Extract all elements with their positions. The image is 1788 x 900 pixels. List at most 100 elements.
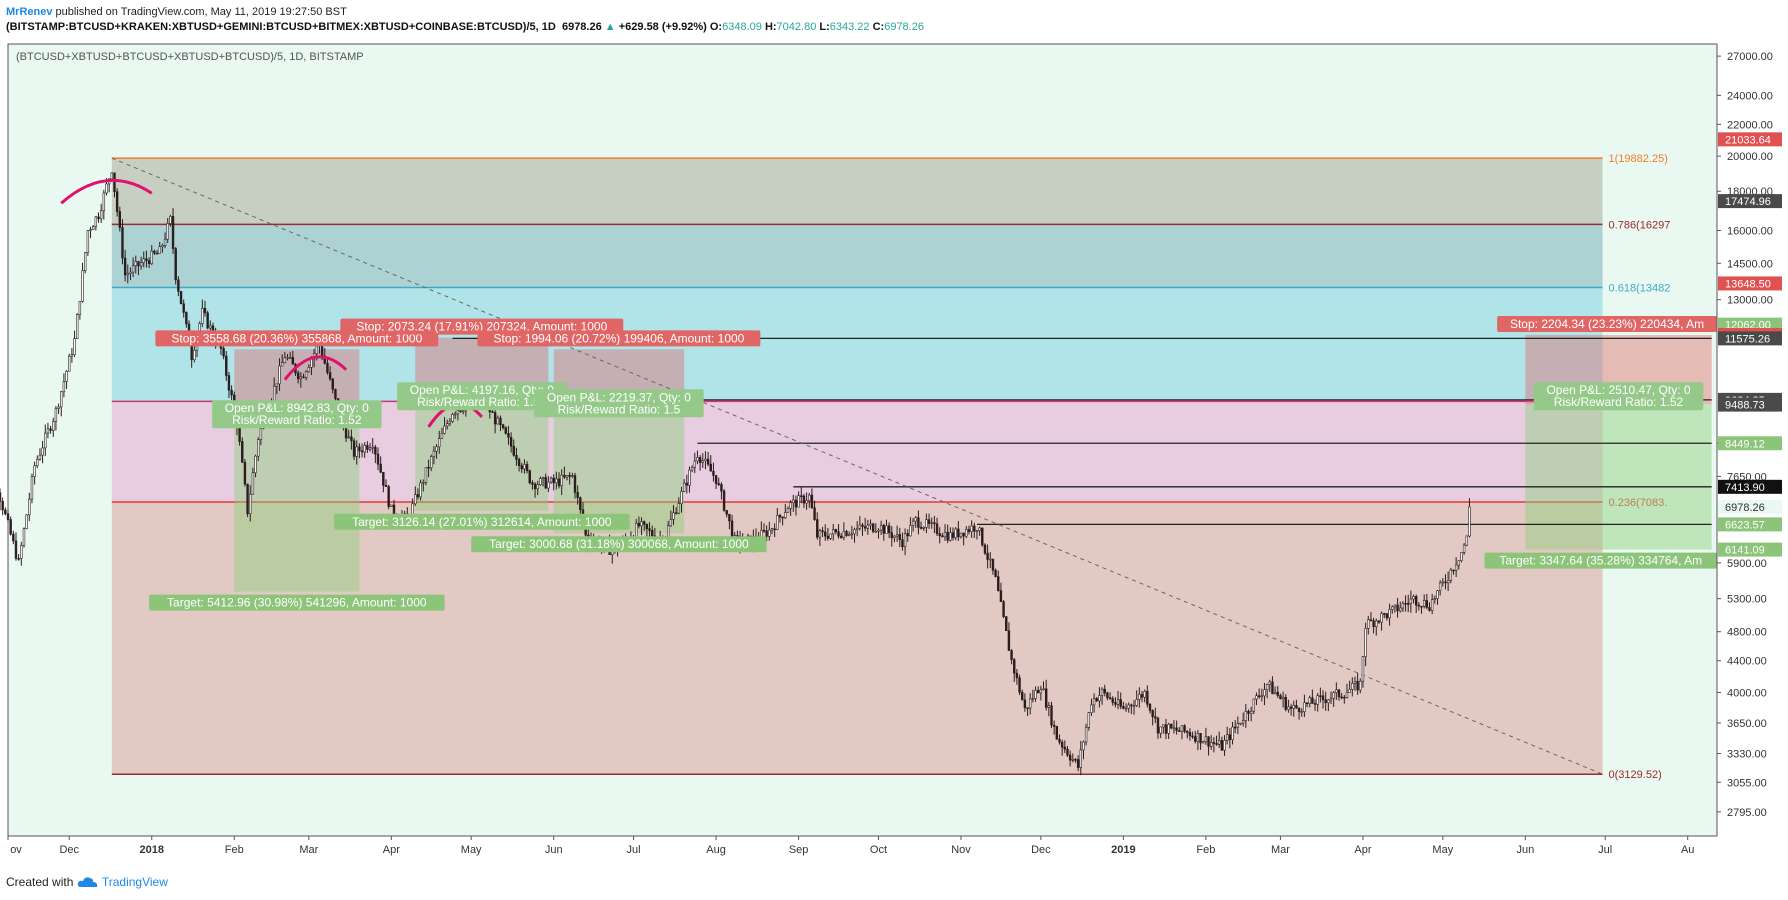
symbol-info-line: (BITSTAMP:BTCUSD+KRAKEN:XBTUSD+GEMINI:BT… (6, 21, 924, 33)
candle-body (666, 525, 670, 538)
candle-body (565, 475, 569, 478)
position-target-zone (553, 411, 685, 534)
price-tag-bg (1718, 499, 1782, 514)
candle-body (126, 273, 129, 276)
candle-body (1399, 607, 1402, 612)
price-chart[interactable]: 1(19882.25)0.786(162970.618(134820.382(9… (0, 0, 1788, 870)
candle-body (1103, 688, 1106, 694)
candle-body (696, 457, 699, 462)
candle-body (1239, 722, 1242, 725)
candle-body (885, 525, 888, 534)
candle-body (1095, 698, 1098, 702)
candle-body (33, 465, 36, 477)
candle-body (1215, 743, 1218, 745)
candle-body (1428, 607, 1431, 611)
candle-body (1409, 598, 1413, 604)
candle-body (973, 525, 976, 532)
candle-body (832, 529, 835, 535)
candle-body (893, 535, 896, 539)
candle-body (999, 590, 1003, 602)
candle-body (1199, 733, 1202, 744)
candle-body (1092, 698, 1096, 706)
candle-body (1425, 600, 1429, 608)
candle-body (709, 463, 712, 472)
y-tick-label: 3055.00 (1727, 777, 1767, 789)
candle-body (1154, 716, 1157, 719)
candle-body (1340, 696, 1343, 699)
candle-body (52, 421, 55, 431)
target-label: Target: 3347.64 (35.28%) 334764, Am (1499, 554, 1702, 568)
candle-body (28, 498, 31, 516)
candle-body (177, 279, 180, 292)
candle-body (1345, 692, 1349, 698)
candle-body (238, 426, 241, 442)
candle-body (105, 183, 108, 194)
candle-body (1364, 628, 1367, 657)
target-label: Target: 5412.96 (30.98%) 541296, Amount:… (167, 596, 427, 610)
candle-body (118, 211, 122, 228)
candle-body (1375, 620, 1378, 627)
candle-body (36, 459, 39, 467)
candle-body (1257, 695, 1261, 697)
candle-body (781, 516, 784, 519)
candle-body (1079, 749, 1082, 768)
price-tag: 6623.57 (1725, 519, 1765, 531)
candle-body (1066, 748, 1069, 756)
y-tick-label: 16000.00 (1727, 225, 1773, 237)
price-tag: 11575.26 (1725, 333, 1770, 345)
candle-body (549, 477, 553, 483)
stop-label: Stop: 1994.06 (20.72%) 199406, Amount: 1… (493, 331, 744, 345)
candle-body (9, 519, 12, 535)
candle-body (1143, 690, 1146, 698)
candle-body (1220, 740, 1224, 751)
candle-body (139, 262, 143, 267)
price-tag-bg (1718, 194, 1782, 209)
candle-body (986, 552, 989, 560)
candle-body (1180, 725, 1184, 732)
candle-body (1111, 698, 1114, 703)
candle-body (4, 509, 7, 515)
candle-body (983, 544, 987, 554)
candle-body (509, 436, 513, 447)
candle-body (419, 482, 422, 498)
author-link[interactable]: MrRenev (6, 6, 53, 18)
candle-body (528, 470, 531, 484)
candle-body (1351, 683, 1354, 690)
candle-body (539, 478, 542, 485)
candle-body (1417, 604, 1421, 607)
candle-body (280, 362, 284, 367)
candle-body (1207, 736, 1210, 747)
y-tick-label: 4400.00 (1727, 656, 1767, 668)
candle-body (895, 534, 899, 537)
candle-body (1297, 707, 1301, 713)
candle-body (722, 490, 726, 511)
candle-body (20, 545, 23, 559)
candle-body (1393, 604, 1397, 608)
candle-body (677, 503, 681, 514)
candle-body (770, 528, 774, 531)
candle-body (1444, 581, 1447, 584)
candle-body (158, 246, 161, 254)
candle-body (1036, 690, 1040, 694)
candle-body (637, 522, 641, 527)
candle-body (834, 529, 838, 533)
tradingview-link[interactable]: TradingView (101, 875, 168, 889)
candle-body (1305, 702, 1309, 705)
candle-body (826, 535, 830, 539)
x-tick-label: Au (1681, 844, 1694, 856)
candle-body (1018, 677, 1021, 693)
candle-body (390, 504, 393, 507)
candle-body (882, 525, 885, 534)
candle-body (866, 524, 870, 529)
candle-body (925, 519, 928, 528)
candle-body (115, 191, 119, 212)
candle-body (890, 532, 893, 539)
candle-body (371, 446, 374, 449)
candle-body (794, 499, 798, 508)
candle-body (557, 478, 561, 487)
fib-band (111, 224, 1603, 288)
candle-body (560, 474, 563, 487)
y-tick-label: 13000.00 (1727, 295, 1773, 307)
candle-body (997, 576, 1000, 591)
x-tick-label: Apr (383, 844, 400, 856)
